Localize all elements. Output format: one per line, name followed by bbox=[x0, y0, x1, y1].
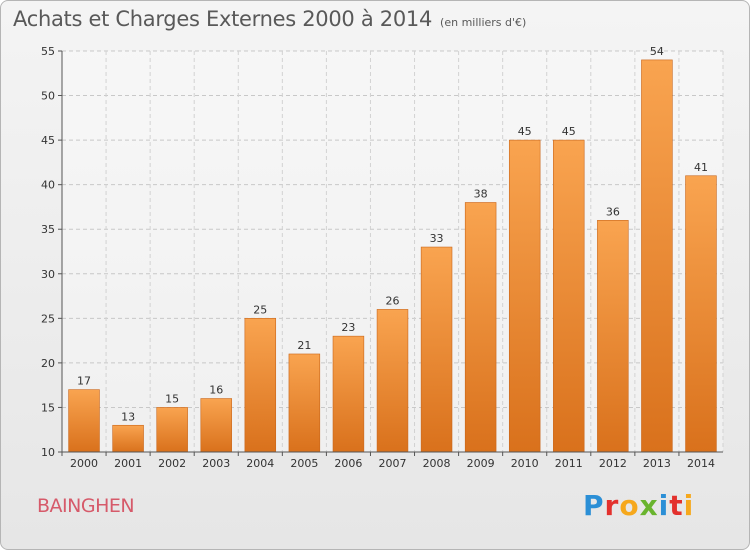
bar bbox=[685, 175, 717, 453]
bar-value-label: 41 bbox=[694, 161, 708, 174]
x-tick-label: 2004 bbox=[246, 457, 274, 470]
bar-value-label: 38 bbox=[474, 187, 488, 200]
x-tick-label: 2000 bbox=[70, 457, 98, 470]
bar-value-label: 17 bbox=[77, 375, 91, 388]
x-tick-label: 2003 bbox=[202, 457, 230, 470]
axes bbox=[58, 50, 723, 456]
bar bbox=[244, 318, 277, 453]
x-tick-label: 2014 bbox=[687, 457, 715, 470]
y-tick-label: 15 bbox=[41, 401, 55, 414]
logo-letter: x bbox=[639, 489, 659, 522]
bar-value-label: 21 bbox=[297, 339, 311, 352]
x-tick-label: 2013 bbox=[643, 457, 671, 470]
chart-unit: (en milliers d'€) bbox=[440, 16, 527, 29]
bar bbox=[288, 353, 321, 453]
y-tick-label: 25 bbox=[41, 312, 55, 325]
bar bbox=[420, 246, 453, 453]
bar bbox=[156, 407, 188, 453]
bar bbox=[68, 389, 100, 453]
proxiti-logo: Proxiti bbox=[583, 489, 694, 523]
logo-letter: t bbox=[669, 489, 684, 522]
x-tick-label: 2001 bbox=[114, 457, 142, 470]
x-tick-label: 2002 bbox=[158, 457, 186, 470]
chart-title: Achats et Charges Externes 2000 à 2014 (e… bbox=[13, 7, 526, 31]
bar bbox=[376, 309, 409, 453]
bar bbox=[597, 220, 629, 453]
bar bbox=[112, 424, 144, 453]
bar-value-label: 54 bbox=[650, 45, 664, 58]
bar bbox=[464, 202, 497, 453]
labels: 10 15 20 25 30 35 40 45 50 55 17 2000 13 2001 15 2002 16… bbox=[41, 45, 715, 470]
x-tick-label: 2006 bbox=[334, 457, 362, 470]
x-tick-label: 2008 bbox=[423, 457, 451, 470]
x-tick-label: 2012 bbox=[599, 457, 627, 470]
x-tick-label: 2010 bbox=[511, 457, 539, 470]
bar-value-label: 33 bbox=[430, 232, 444, 245]
y-tick-label: 10 bbox=[41, 446, 55, 459]
y-tick-label: 50 bbox=[41, 90, 55, 103]
bars bbox=[68, 59, 717, 453]
chart-title-text: Achats et Charges Externes 2000 à 2014 bbox=[13, 7, 433, 31]
commune-name: BAINGHEN bbox=[37, 495, 135, 517]
logo-letter: P bbox=[583, 489, 605, 522]
bar bbox=[553, 139, 585, 453]
y-tick-label: 45 bbox=[41, 134, 55, 147]
bar bbox=[332, 335, 365, 453]
logo-letter: i bbox=[683, 489, 695, 522]
x-tick-label: 2005 bbox=[290, 457, 318, 470]
bar-value-label: 15 bbox=[165, 392, 179, 405]
bar bbox=[200, 398, 232, 453]
bar bbox=[641, 59, 673, 453]
bar-value-label: 45 bbox=[518, 125, 532, 138]
bar-value-label: 25 bbox=[253, 303, 267, 316]
y-tick-label: 20 bbox=[41, 357, 55, 370]
bar-value-label: 23 bbox=[341, 321, 355, 334]
bar-value-label: 16 bbox=[209, 384, 223, 397]
bar bbox=[508, 139, 541, 453]
x-tick-label: 2007 bbox=[379, 457, 407, 470]
y-tick-label: 30 bbox=[41, 268, 55, 281]
bar-value-label: 26 bbox=[386, 294, 400, 307]
logo-letter: i bbox=[658, 489, 670, 522]
bar-value-label: 45 bbox=[562, 125, 576, 138]
logo-letter: r bbox=[604, 489, 620, 522]
bar-value-label: 13 bbox=[121, 410, 135, 423]
x-tick-label: 2011 bbox=[555, 457, 583, 470]
y-tick-label: 35 bbox=[41, 223, 55, 236]
y-tick-label: 40 bbox=[41, 179, 55, 192]
logo-letter: o bbox=[619, 489, 640, 522]
y-tick-label: 55 bbox=[41, 45, 55, 58]
bar-value-label: 36 bbox=[606, 205, 620, 218]
x-tick-label: 2009 bbox=[467, 457, 495, 470]
